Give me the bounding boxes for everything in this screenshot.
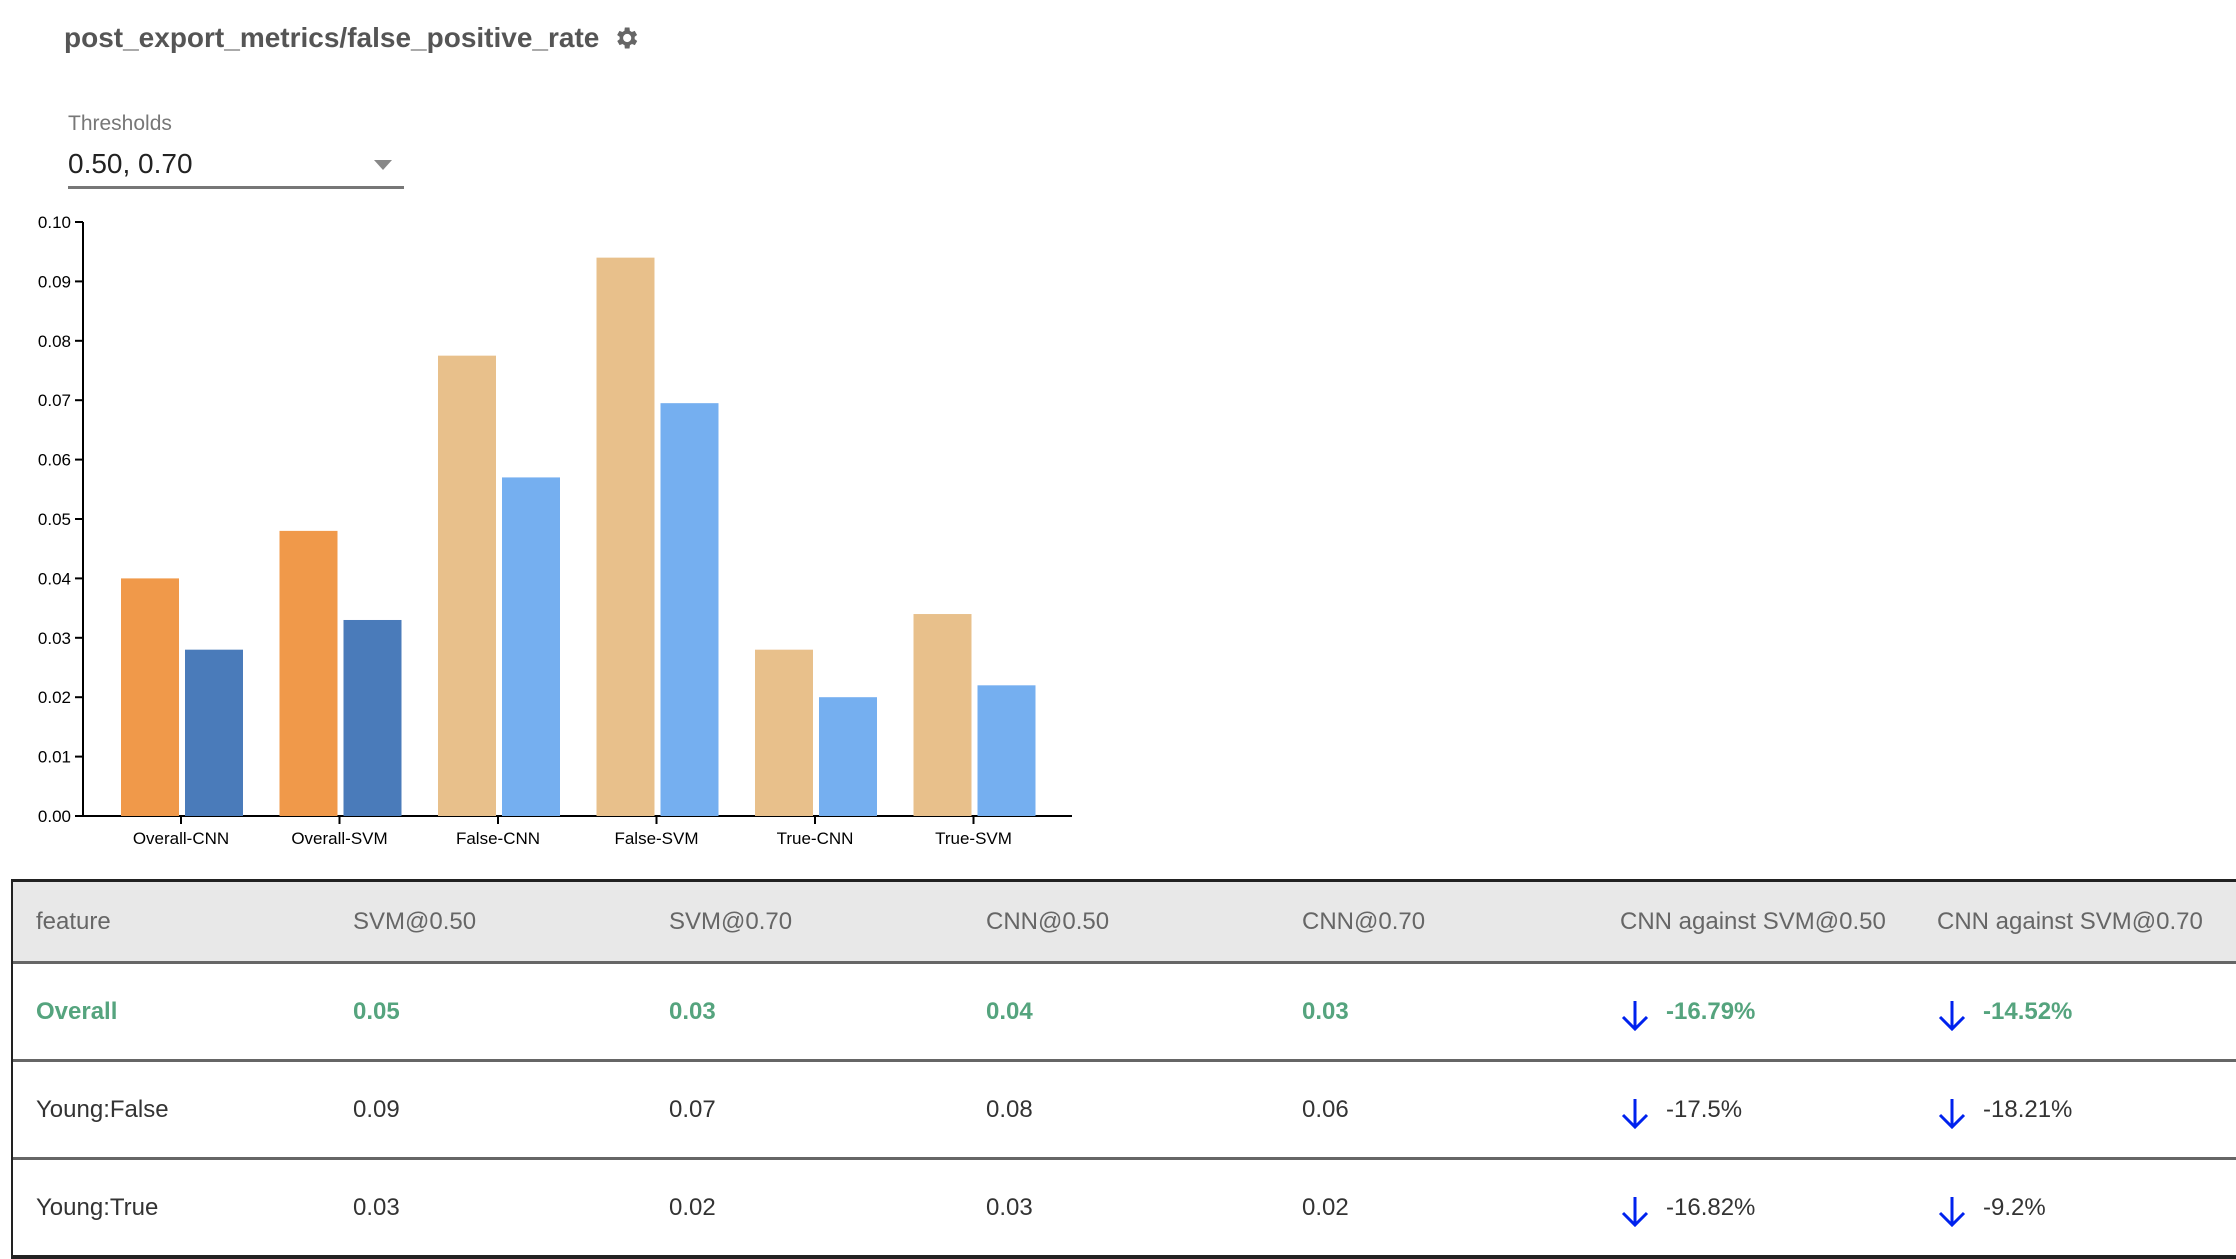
value-cell: 0.08: [986, 1095, 1033, 1123]
value-cell: -17.5%: [1620, 1062, 1742, 1157]
x-tick-label: False-SVM: [614, 829, 698, 848]
y-tick-label: 0.07: [38, 391, 71, 410]
bar-overall-svm-2[interactable]: [343, 619, 402, 816]
bar-true-cnn-1[interactable]: [755, 649, 813, 816]
value-cell: 0.09: [353, 1095, 400, 1123]
thresholds-value: 0.50, 0.70: [68, 148, 193, 179]
column-header[interactable]: CNN@0.70: [1302, 907, 1426, 935]
x-tick-label: Overall-SVM: [291, 829, 387, 848]
bar-false-svm-2[interactable]: [660, 403, 719, 816]
thresholds-select[interactable]: 0.50, 0.70: [68, 144, 404, 189]
value-cell: -16.79%: [1620, 964, 1755, 1059]
arrow-down-icon: [1938, 1098, 1966, 1129]
y-tick-label: 0.05: [38, 510, 71, 529]
y-tick-label: 0.09: [38, 272, 71, 291]
value-cell: 0.03: [986, 1193, 1033, 1221]
bar-false-cnn-1[interactable]: [438, 355, 496, 816]
column-header[interactable]: SVM@0.50: [353, 907, 477, 935]
arrow-down-icon: [1938, 1196, 1966, 1227]
arrow-down-icon: [1938, 1000, 1966, 1031]
y-tick-label: 0.08: [38, 332, 71, 351]
value-cell: 0.02: [669, 1193, 716, 1221]
bar-true-svm-1[interactable]: [913, 614, 972, 816]
arrow-down-icon: [1621, 1000, 1649, 1031]
table-row: Young:False 0.09 0.07 0.08 0.06 -17.5% -18.21%: [13, 1062, 2236, 1160]
value-cell: 0.05: [353, 997, 400, 1025]
delta-value: -16.82%: [1666, 1193, 1756, 1221]
column-header[interactable]: SVM@0.70: [669, 907, 793, 935]
delta-value: -9.2%: [1983, 1193, 2046, 1221]
value-cell: -14.52%: [1937, 964, 2072, 1059]
y-tick-label: 0.06: [38, 451, 71, 470]
gear-icon[interactable]: [612, 24, 640, 52]
value-cell: 0.03: [353, 1193, 400, 1221]
value-cell: 0.04: [986, 997, 1033, 1025]
bar-overall-cnn-1[interactable]: [121, 578, 179, 816]
table-header: feature SVM@0.50 SVM@0.70 CNN@0.50 CNN@0.70 C…: [13, 882, 2236, 964]
delta-value: -14.52%: [1983, 997, 2073, 1025]
bar-false-cnn-2[interactable]: [502, 477, 560, 816]
x-tick-label: True-CNN: [777, 829, 854, 848]
bar-chart: 0.00 0.01 0.02 0.03 0.04 0.05 0.06 0.07 0.08 0.09…: [38, 213, 1072, 848]
value-cell: -18.21%: [1937, 1062, 2072, 1157]
value-cell: 0.07: [669, 1095, 716, 1123]
feature-cell: Young:False: [36, 1095, 169, 1123]
delta-value: -17.5%: [1666, 1095, 1743, 1123]
bar-false-svm-1[interactable]: [596, 257, 655, 816]
feature-cell: Young:True: [36, 1193, 159, 1221]
value-cell: -16.82%: [1620, 1160, 1755, 1255]
bar-overall-cnn-2[interactable]: [185, 649, 243, 816]
thresholds-label: Thresholds: [68, 112, 172, 135]
y-tick-label: 0.03: [38, 629, 71, 648]
value-cell: 0.06: [1302, 1095, 1349, 1123]
chevron-down-icon: [374, 160, 392, 170]
arrow-down-icon: [1621, 1196, 1649, 1227]
y-tick-label: 0.00: [38, 807, 71, 826]
y-tick-label: 0.04: [38, 569, 71, 588]
bar-overall-svm-1[interactable]: [279, 530, 338, 816]
y-tick-label: 0.02: [38, 688, 71, 707]
column-header[interactable]: CNN@0.50: [986, 907, 1110, 935]
arrow-down-icon: [1621, 1098, 1649, 1129]
metric-title: post_export_metrics/false_positive_rate: [64, 22, 600, 53]
column-header[interactable]: feature: [36, 907, 111, 935]
bar-true-svm-2[interactable]: [977, 685, 1036, 816]
bar-true-cnn-2[interactable]: [819, 697, 877, 816]
table-row: Overall 0.05 0.03 0.04 0.03 -16.79% -14.52%: [13, 964, 2236, 1062]
value-cell: 0.03: [1302, 997, 1349, 1025]
value-cell: -9.2%: [1937, 1160, 2046, 1255]
x-tick-label: False-CNN: [456, 829, 540, 848]
x-tick-label: Overall-CNN: [133, 829, 229, 848]
table-row: Young:True 0.03 0.02 0.03 0.02 -16.82% -9.2%: [13, 1160, 2236, 1255]
column-header[interactable]: CNN against SVM@0.50: [1620, 907, 1886, 935]
x-tick-label: True-SVM: [935, 829, 1012, 848]
y-tick-label: 0.10: [38, 213, 71, 232]
column-header[interactable]: CNN against SVM@0.70: [1937, 907, 2203, 935]
value-cell: 0.02: [1302, 1193, 1349, 1221]
metrics-table: feature SVM@0.50 SVM@0.70 CNN@0.50 CNN@0.70 C…: [11, 879, 2236, 1259]
y-tick-label: 0.01: [38, 748, 71, 767]
value-cell: 0.03: [669, 997, 716, 1025]
feature-cell: Overall: [36, 997, 118, 1025]
delta-value: -16.79%: [1666, 997, 1756, 1025]
delta-value: -18.21%: [1983, 1095, 2073, 1123]
